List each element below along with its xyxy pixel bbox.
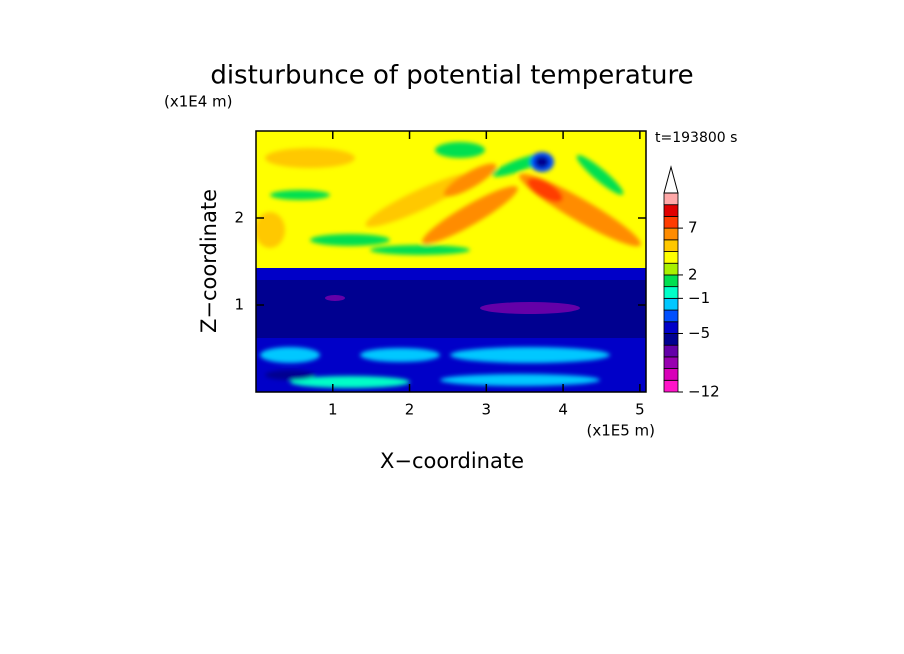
x-axis-label: X−coordinate (380, 449, 524, 473)
colorbar-tick-label: −12 (688, 383, 720, 401)
colorbar-segment (663, 251, 679, 264)
colorbar-segment (663, 309, 679, 323)
colorbar-segment (663, 239, 679, 252)
colorbar-segment (663, 274, 679, 288)
x-tick-label: 3 (482, 401, 492, 419)
colorbar-segment (663, 216, 679, 229)
colorbar-segment (663, 368, 679, 381)
colorbar-segment (663, 204, 679, 217)
colorbar-segment (663, 379, 679, 393)
y-tick-label: 1 (234, 296, 244, 314)
colorbar-segment (663, 262, 679, 276)
y-unit: (x1E4 m) (164, 93, 233, 111)
colorbar-segment (663, 321, 679, 334)
x-tick-label: 4 (558, 401, 568, 419)
chart-title: disturbunce of potential temperature (210, 61, 693, 91)
x-tick-label: 2 (405, 401, 415, 419)
y-tick-label: 2 (234, 209, 244, 227)
colorbar-segment (663, 286, 679, 299)
plot-frame (255, 130, 647, 393)
colorbar-tick-label: −1 (688, 289, 710, 307)
contour-field (256, 131, 646, 392)
colorbar-tick-label: 2 (688, 265, 698, 283)
colorbar-segment (663, 227, 679, 241)
colorbar-tick-label: 7 (688, 219, 698, 237)
colorbar-segment (663, 297, 679, 311)
colorbar-segment (663, 192, 679, 206)
x-tick-label: 5 (635, 401, 645, 419)
colorbar-segment (663, 333, 679, 346)
colorbar-extension (663, 165, 679, 194)
time-annotation: t=193800 s (655, 130, 737, 146)
colorbar-segment (663, 356, 679, 369)
y-axis-label: Z−coordinate (197, 189, 221, 333)
colorbar-tick-label: −5 (688, 324, 710, 342)
x-tick-label: 1 (328, 401, 338, 419)
colorbar-segment (663, 344, 679, 358)
x-unit: (x1E5 m) (586, 422, 655, 440)
